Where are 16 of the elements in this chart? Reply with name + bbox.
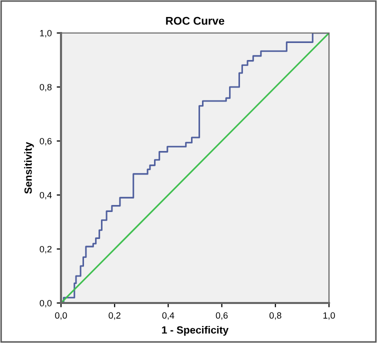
y-axis-title: Sensitivity	[24, 142, 34, 194]
y-tick-label: 0,6	[40, 138, 52, 146]
x-tick-label: 1,0	[323, 312, 335, 320]
y-tick-label: 0,4	[40, 192, 52, 200]
y-tick-label: 0,8	[40, 84, 52, 92]
y-tick-label: 1,0	[40, 30, 52, 38]
x-tick-label: 0,0	[55, 312, 67, 320]
y-tick-label: 0,2	[40, 246, 52, 254]
line-series	[61, 33, 329, 303]
x-tick-label: 0,6	[216, 312, 228, 320]
y-tick-label: 0,0	[40, 300, 52, 308]
x-axis-title: 1 - Specificity	[162, 326, 229, 336]
x-tick-label: 0,2	[108, 312, 120, 320]
x-tick-label: 0,4	[162, 312, 174, 320]
x-tick-label: 0,8	[269, 312, 282, 320]
chart-title: ROC Curve	[166, 16, 224, 25]
